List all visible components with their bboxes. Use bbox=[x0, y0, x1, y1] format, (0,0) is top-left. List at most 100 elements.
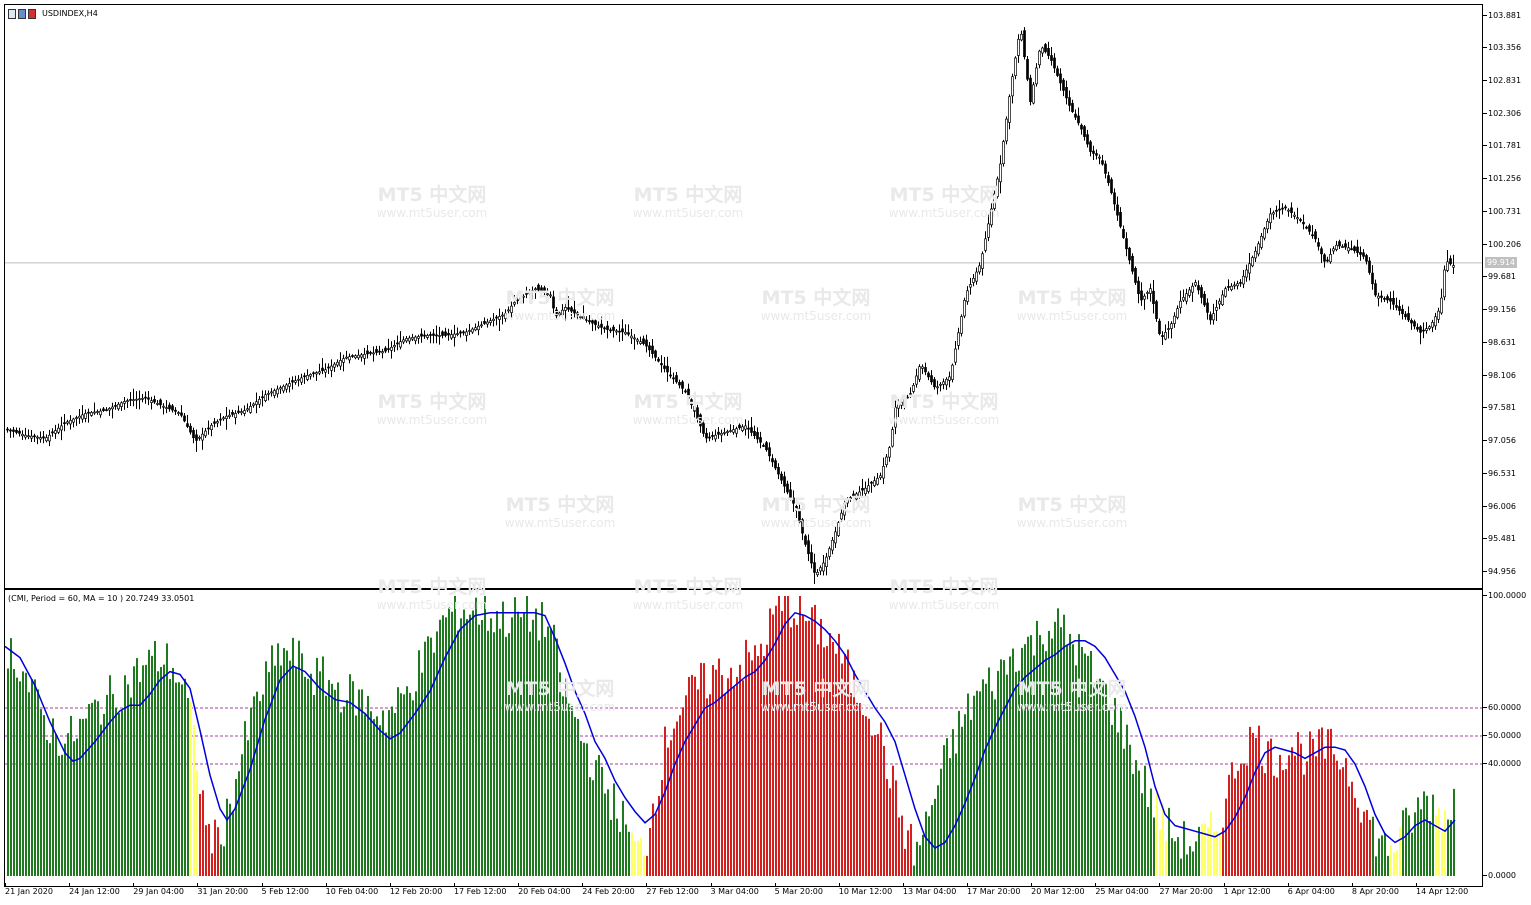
candle bbox=[1065, 80, 1068, 105]
cmi-bar bbox=[1120, 707, 1122, 876]
cmi-bar bbox=[700, 662, 702, 876]
cmi-bar bbox=[1012, 648, 1014, 876]
cmi-bar bbox=[196, 770, 198, 876]
candle bbox=[537, 283, 540, 292]
cmi-histogram-chart[interactable] bbox=[5, 590, 1482, 886]
candle bbox=[1233, 281, 1236, 290]
candle bbox=[1452, 254, 1455, 274]
candle bbox=[75, 415, 78, 426]
time-axis[interactable]: 21 Jan 2020 24 Jan 12:00 29 Jan 04:00 31 Ja… bbox=[5, 883, 1482, 905]
cmi-bar bbox=[343, 706, 345, 876]
cmi-bar bbox=[1396, 850, 1398, 876]
candle bbox=[1146, 290, 1149, 300]
chart-window-icon[interactable] bbox=[8, 8, 38, 20]
candle bbox=[678, 379, 681, 389]
price-axis[interactable]: 103.881 103.356 102.831 102.306 101.781 101.2… bbox=[1483, 5, 1531, 588]
candle bbox=[351, 354, 354, 358]
cmi-bar bbox=[433, 652, 435, 876]
cmi-bar bbox=[235, 779, 237, 876]
candle bbox=[951, 363, 954, 383]
cmi-bar bbox=[1165, 840, 1167, 876]
candle bbox=[777, 463, 780, 480]
cmi-bar bbox=[19, 681, 21, 876]
cmi-indicator-panel[interactable] bbox=[5, 590, 1482, 886]
candle bbox=[993, 190, 996, 211]
candle bbox=[270, 388, 273, 397]
panel-separator[interactable] bbox=[5, 588, 1482, 590]
candle bbox=[1335, 240, 1338, 252]
cmi-bar bbox=[394, 712, 396, 876]
candle bbox=[1344, 239, 1347, 250]
candle bbox=[1329, 248, 1332, 264]
time-tick-label: 20 Mar 12:00 bbox=[1031, 887, 1085, 896]
cmi-bar bbox=[1324, 758, 1326, 876]
candle bbox=[615, 329, 618, 336]
price-tick-label: 101.781 bbox=[1488, 141, 1522, 151]
cmi-bar bbox=[1402, 810, 1404, 876]
cmi-bar bbox=[934, 798, 936, 876]
cmi-bar bbox=[1015, 671, 1017, 876]
price-tick-label: 99.156 bbox=[1488, 305, 1516, 315]
price-tick-label: 101.256 bbox=[1488, 174, 1522, 184]
cmi-bar bbox=[679, 715, 681, 876]
candle bbox=[78, 409, 81, 424]
cmi-bar bbox=[1123, 748, 1125, 876]
cmi-bar bbox=[937, 785, 939, 876]
candle bbox=[954, 340, 957, 366]
cmi-bar bbox=[1210, 812, 1212, 876]
cmi-bar bbox=[547, 626, 549, 876]
price-tick: 100.731 bbox=[1483, 206, 1531, 218]
cmi-bar bbox=[304, 676, 306, 876]
indicator-tick: 60.0000 bbox=[1483, 702, 1531, 714]
cmi-bar bbox=[1285, 769, 1287, 876]
cmi-bar bbox=[1366, 809, 1368, 876]
candle bbox=[1179, 290, 1182, 314]
candle bbox=[1434, 312, 1437, 330]
cmi-bar bbox=[1213, 831, 1215, 876]
cmi-bar bbox=[1105, 683, 1107, 876]
cmi-bar bbox=[334, 689, 336, 876]
cmi-bar bbox=[136, 658, 138, 876]
cmi-bar bbox=[1084, 653, 1086, 876]
candle bbox=[492, 313, 495, 327]
candle bbox=[237, 405, 240, 415]
candle bbox=[120, 401, 123, 411]
candle bbox=[888, 446, 891, 462]
candle bbox=[1209, 311, 1212, 325]
price-tick: 99.681 bbox=[1483, 271, 1531, 283]
cmi-bar bbox=[691, 674, 693, 876]
candle bbox=[12, 426, 15, 438]
cmi-bar bbox=[1321, 727, 1323, 876]
indicator-tick: 100.0000 bbox=[1483, 590, 1531, 602]
cmi-bar bbox=[238, 771, 240, 876]
cmi-bar bbox=[151, 655, 153, 876]
candle bbox=[1239, 279, 1242, 287]
cmi-bar bbox=[970, 719, 972, 876]
candle bbox=[912, 383, 915, 394]
candle bbox=[60, 416, 63, 441]
indicator-axis[interactable]: 100.0000 60.0000 50.0000 40.0000 0.0000 bbox=[1483, 590, 1531, 886]
candlestick-chart[interactable] bbox=[5, 5, 1482, 588]
cmi-bar bbox=[883, 745, 885, 876]
candle bbox=[282, 384, 285, 394]
candle bbox=[807, 534, 810, 562]
cmi-bar bbox=[412, 700, 414, 876]
cmi-bar bbox=[1339, 769, 1341, 876]
cmi-bar bbox=[244, 721, 246, 876]
candle bbox=[381, 348, 384, 359]
candle bbox=[192, 427, 195, 444]
cmi-bar bbox=[520, 617, 522, 876]
cmi-bar bbox=[421, 672, 423, 876]
cmi-bar bbox=[283, 648, 285, 876]
time-tick: 17 Mar 20:00 bbox=[967, 883, 1020, 897]
cmi-bar bbox=[58, 755, 60, 876]
cmi-bar bbox=[67, 733, 69, 876]
cmi-bar bbox=[109, 675, 111, 876]
cmi-bar bbox=[187, 697, 189, 876]
cmi-bars bbox=[7, 596, 1455, 876]
candle bbox=[150, 396, 153, 410]
price-chart-panel[interactable] bbox=[5, 5, 1482, 588]
cmi-bar bbox=[223, 846, 225, 876]
cmi-bar bbox=[160, 667, 162, 876]
cmi-bar bbox=[694, 676, 696, 876]
